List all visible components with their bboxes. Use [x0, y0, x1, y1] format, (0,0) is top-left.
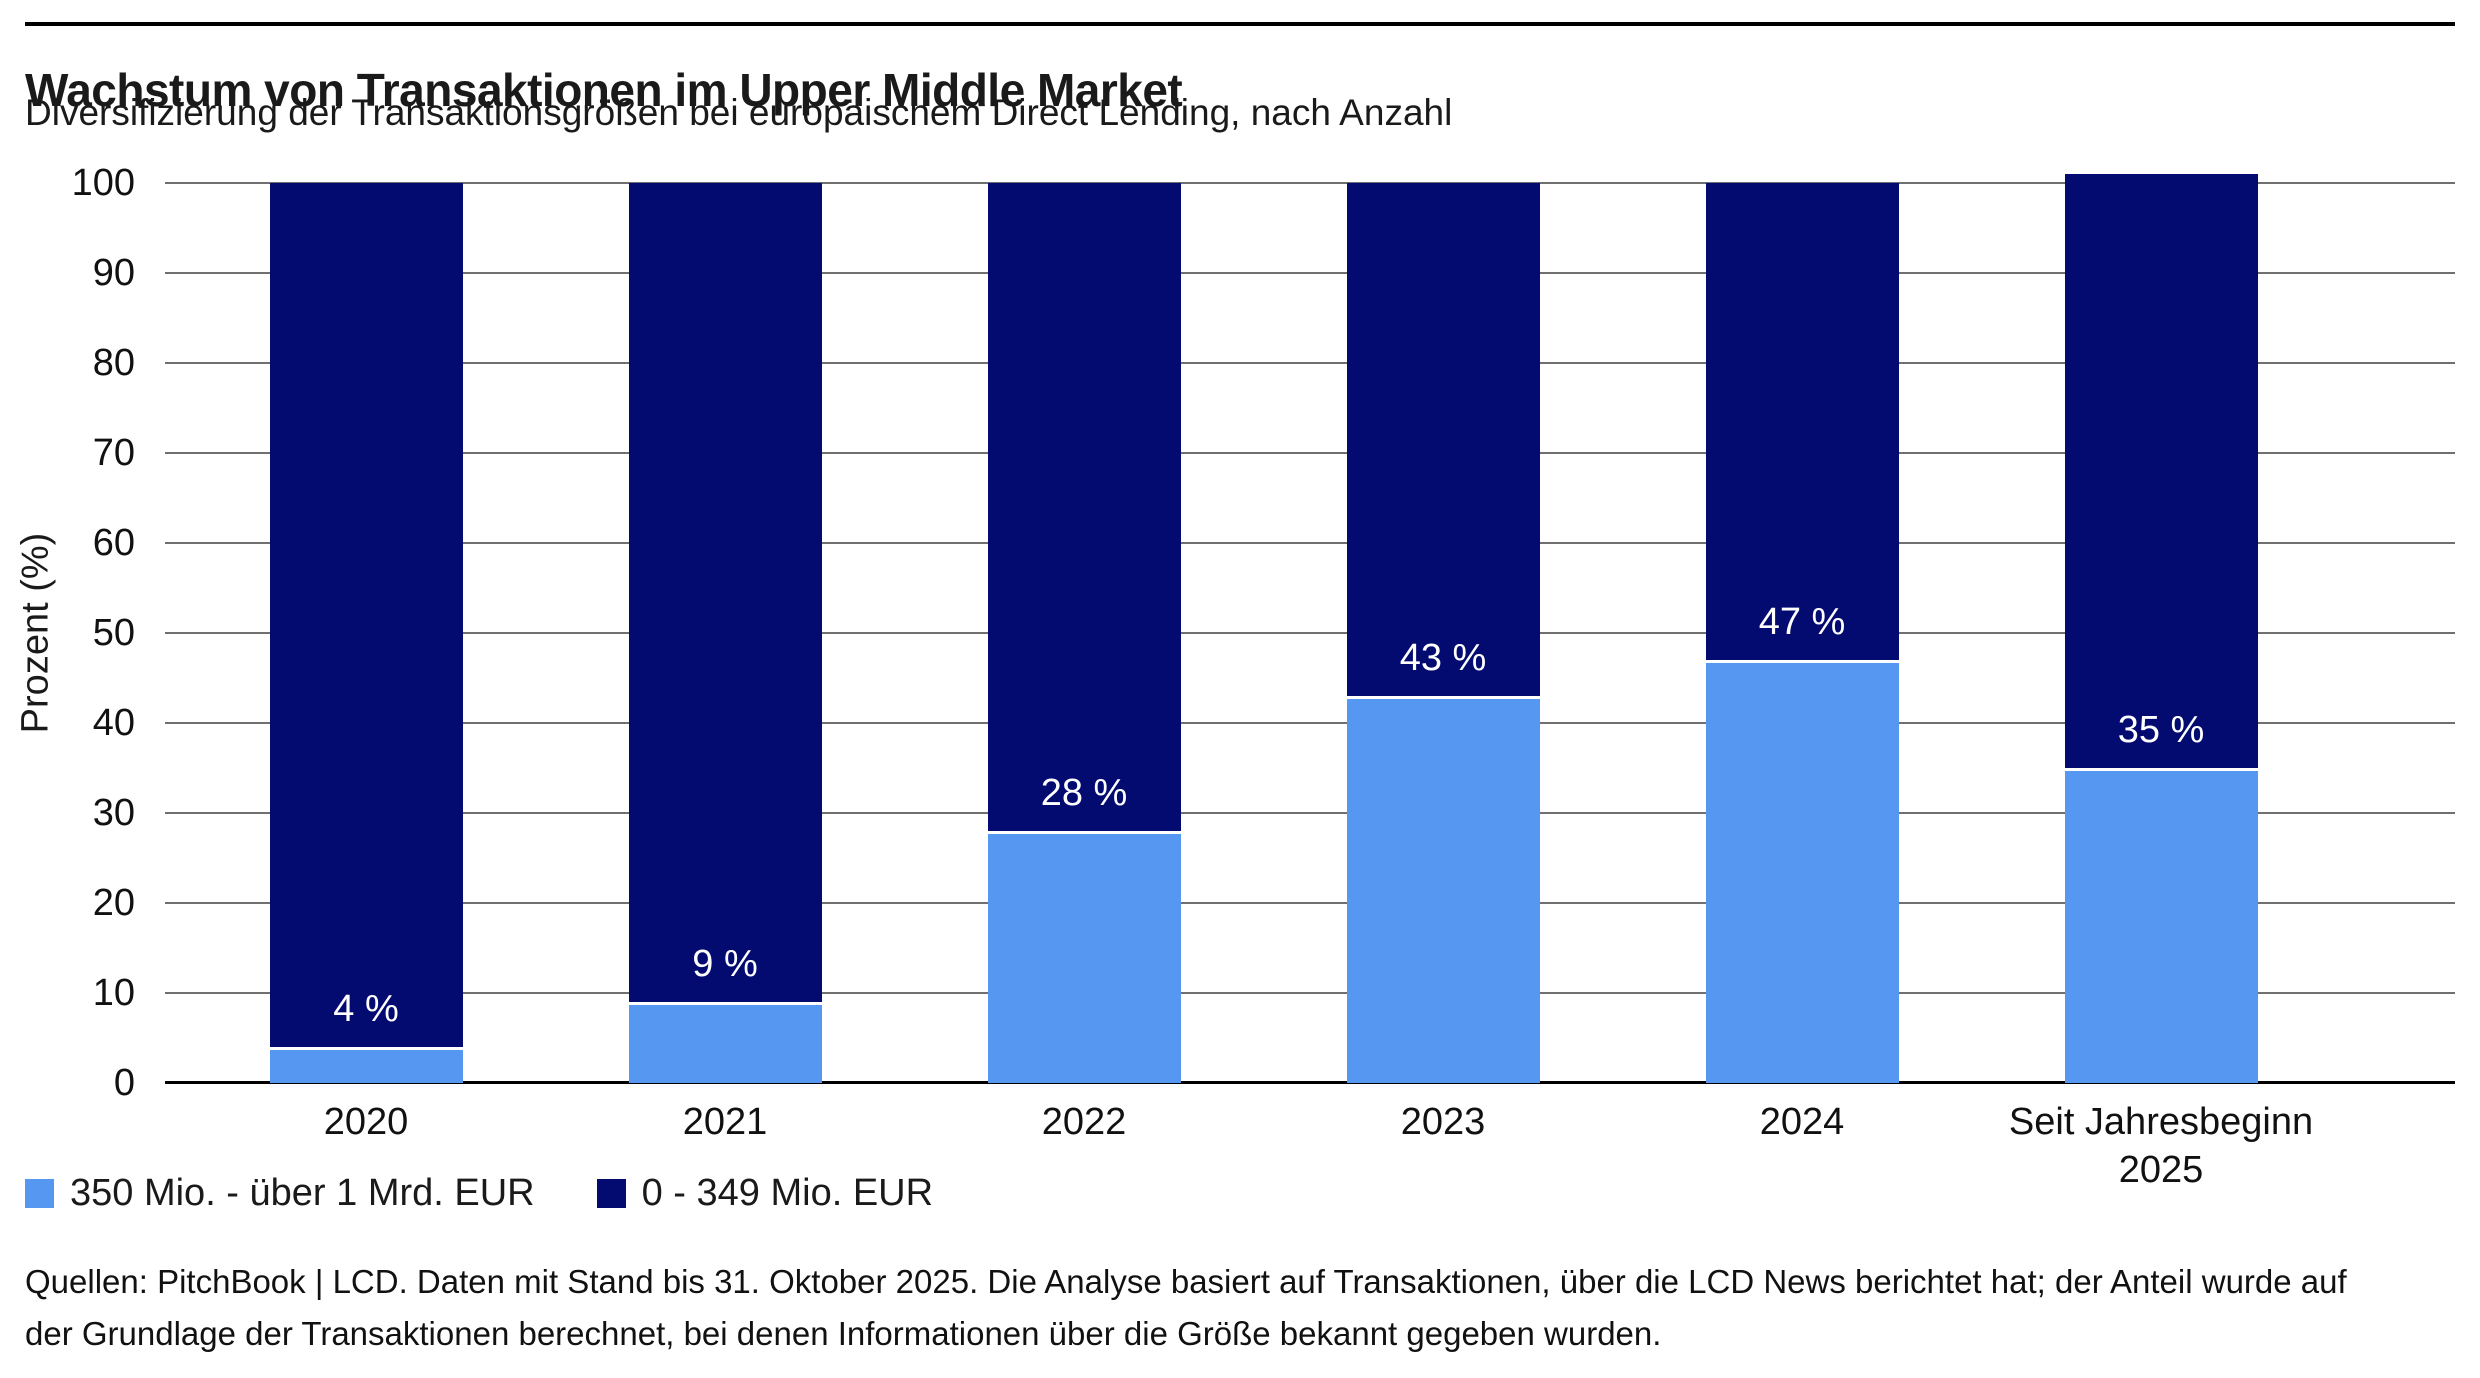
bar-segment-350-mio-plus [269, 1050, 463, 1083]
x-axis-label: 2023 [1400, 1101, 1486, 1143]
bar-segment-350-mio-plus [628, 1005, 822, 1083]
bar-segment-0-349-mio [987, 183, 1181, 834]
gridline [165, 362, 2455, 364]
gridline [165, 272, 2455, 274]
gridline [165, 632, 2455, 634]
legend-item-large-deals: 350 Mio. - über 1 Mrd. EUR [25, 1172, 535, 1215]
x-axis-label: 2020 [323, 1101, 409, 1143]
bar-segment-350-mio-plus [1705, 663, 1899, 1083]
bar-segment-0-349-mio [1705, 183, 1899, 663]
x-axis-label: 2022 [1041, 1101, 1127, 1143]
bar-value-label: 28 % [1040, 772, 1128, 814]
legend: 350 Mio. - über 1 Mrd. EUR 0 - 349 Mio. … [25, 1172, 933, 1215]
stacked-bar-2024: 47 % [1705, 183, 1899, 1083]
y-axis-title: Prozent (%) [14, 532, 57, 734]
gridline [165, 542, 2455, 544]
bar-value-label: 4 % [333, 988, 399, 1030]
source-line-2: der Grundlage der Transaktionen berechne… [25, 1315, 1662, 1353]
x-axis-label: Seit Jahresbeginn 2025 [2008, 1101, 2314, 1191]
bar-segment-0-349-mio [2064, 174, 2258, 771]
gridline [165, 182, 2455, 184]
legend-swatch-light-blue [25, 1179, 54, 1208]
bar-value-label: 35 % [2117, 709, 2205, 751]
bar-segment-0-349-mio [1346, 183, 1540, 699]
bar-segment-350-mio-plus [1346, 699, 1540, 1083]
stacked-bar-2022: 28 % [987, 183, 1181, 1083]
bar-value-label: 9 % [692, 943, 758, 985]
legend-label: 0 - 349 Mio. EUR [641, 1172, 934, 1214]
bar-value-label: 43 % [1399, 637, 1487, 679]
legend-label: 350 Mio. - über 1 Mrd. EUR [70, 1172, 535, 1214]
bar-segment-0-349-mio [628, 183, 822, 1005]
top-divider-rule [25, 22, 2455, 26]
x-axis-label: 2024 [1759, 1101, 1845, 1143]
legend-item-small-deals: 0 - 349 Mio. EUR [596, 1172, 934, 1215]
bar-value-label: 47 % [1758, 601, 1846, 643]
x-axis-label: 2021 [682, 1101, 768, 1143]
source-note: Quellen: PitchBook | LCD. Daten mit Stan… [25, 1256, 2455, 1360]
plot-area: 0 10 20 30 40 50 60 70 80 90 100 4 % 2020 9 % 2021 28 %… [72, 164, 2455, 1191]
gridline [165, 722, 2455, 724]
gridline [165, 902, 2455, 904]
stacked-bar-2020: 4 % [269, 183, 463, 1083]
chart-subtitle: Diversifizierung der Transaktionsgrößen … [25, 92, 1453, 133]
gridline [165, 812, 2455, 814]
bar-segment-350-mio-plus [987, 834, 1181, 1083]
gridline [165, 992, 2455, 994]
gridline [165, 452, 2455, 454]
bar-segment-0-349-mio [269, 183, 463, 1050]
legend-swatch-navy [596, 1179, 626, 1208]
x-axis-line [165, 1081, 2455, 1084]
stacked-bar-seit-jahresbeginn: 35 % [2064, 174, 2258, 1083]
stacked-bar-2023: 43 % [1346, 183, 1540, 1083]
stacked-bar-2021: 9 % [628, 183, 822, 1083]
chart-title: Wachstum von Transaktionen im Upper Midd… [25, 63, 1183, 116]
source-line-1: Quellen: PitchBook | LCD. Daten mit Stan… [25, 1263, 2347, 1300]
bar-segment-350-mio-plus [2064, 771, 2258, 1083]
